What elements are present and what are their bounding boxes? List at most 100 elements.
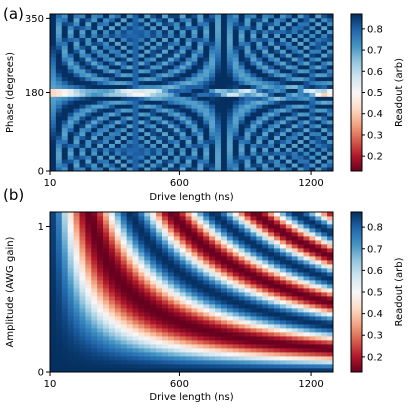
heatmap-cell: [279, 14, 287, 19]
heatmap-cell: [291, 288, 299, 293]
heatmap-cell: [309, 29, 316, 35]
heatmap-cell: [162, 296, 169, 301]
heatmap-cell: [262, 151, 269, 156]
heatmap-cell: [321, 147, 328, 152]
heatmap-cell: [108, 135, 116, 141]
heatmap-cell: [309, 232, 316, 237]
heatmap-cell: [67, 312, 74, 317]
heatmap-cell: [250, 280, 257, 285]
heatmap-cell: [285, 308, 293, 313]
heatmap-cell: [150, 25, 157, 31]
heatmap-cell: [126, 147, 133, 152]
heatmap-cell: [85, 127, 92, 133]
heatmap-cell: [262, 84, 269, 89]
heatmap-cell: [126, 368, 133, 373]
heatmap-cell: [85, 240, 92, 245]
heatmap-cell: [85, 25, 92, 31]
heatmap-cell: [91, 29, 98, 35]
heatmap-cell: [173, 236, 181, 241]
heatmap-cell: [61, 276, 69, 281]
heatmap-cell: [97, 96, 104, 101]
heatmap-cell: [173, 336, 181, 341]
heatmap-cell: [132, 61, 139, 66]
heatmap-cell: [103, 112, 110, 117]
heatmap-cell: [291, 276, 299, 281]
heatmap-cell: [191, 155, 198, 160]
heatmap-cell: [179, 312, 187, 317]
heatmap-cell: [103, 292, 110, 297]
heatmap-cell: [244, 143, 251, 148]
heatmap-cell: [126, 252, 133, 257]
heatmap-cell: [67, 300, 74, 305]
heatmap-cell: [114, 260, 122, 265]
heatmap-cell: [126, 14, 133, 19]
heatmap-cell: [215, 264, 222, 269]
heatmap-cell: [144, 116, 151, 121]
heatmap-cell: [256, 68, 263, 74]
heatmap-cell: [132, 232, 139, 237]
heatmap-cell: [167, 72, 175, 78]
heatmap-cell: [114, 368, 122, 373]
heatmap-cell: [238, 300, 245, 305]
panel-b-heatmap: [50, 212, 334, 373]
heatmap-cell: [50, 300, 57, 305]
heatmap-cell: [167, 131, 175, 137]
heatmap-cell: [150, 272, 157, 277]
heatmap-cell: [91, 256, 98, 261]
heatmap-cell: [167, 108, 175, 113]
heatmap-cell: [150, 53, 157, 58]
heatmap-cell: [256, 248, 263, 253]
colorbar-segment: [351, 98, 362, 101]
heatmap-cell: [126, 53, 133, 58]
heatmap-cell: [215, 155, 222, 160]
heatmap-cell: [120, 348, 128, 353]
heatmap-cell: [156, 332, 163, 337]
heatmap-cell: [150, 260, 157, 265]
heatmap-cell: [250, 112, 257, 117]
heatmap-cell: [156, 340, 163, 345]
heatmap-cell: [274, 308, 281, 313]
heatmap-cell: [61, 232, 69, 237]
heatmap-cell: [297, 256, 304, 261]
heatmap-cell: [191, 368, 198, 373]
heatmap-cell: [262, 147, 269, 152]
heatmap-cell: [167, 143, 175, 148]
heatmap-cell: [108, 57, 116, 62]
heatmap-cell: [262, 17, 269, 23]
heatmap-cell: [85, 155, 92, 160]
heatmap-cell: [144, 228, 151, 233]
heatmap-cell: [226, 41, 234, 46]
heatmap-cell: [50, 288, 57, 293]
heatmap-cell: [144, 236, 151, 241]
heatmap-cell: [321, 236, 328, 241]
heatmap-cell: [114, 127, 122, 133]
heatmap-cell: [120, 147, 128, 152]
heatmap-cell: [185, 252, 192, 257]
heatmap-cell: [61, 304, 69, 309]
colorbar-segment: [351, 224, 362, 227]
heatmap-cell: [138, 328, 145, 333]
heatmap-cell: [238, 80, 245, 86]
heatmap-cell: [179, 228, 187, 233]
heatmap-cell: [321, 348, 328, 353]
heatmap-cell: [274, 276, 281, 281]
heatmap-cell: [197, 21, 204, 27]
heatmap-cell: [244, 348, 251, 353]
heatmap-cell: [185, 61, 192, 66]
heatmap-cell: [91, 368, 98, 373]
heatmap-cell: [91, 151, 98, 156]
heatmap-cell: [50, 45, 57, 50]
heatmap-cell: [85, 232, 92, 237]
heatmap-cell: [120, 252, 128, 257]
heatmap-cell: [85, 216, 92, 221]
heatmap-cell: [203, 332, 210, 337]
heatmap-cell: [156, 356, 163, 361]
heatmap-cell: [85, 41, 92, 46]
heatmap-cell: [309, 151, 316, 156]
heatmap-cell: [79, 352, 86, 357]
heatmap-cell: [303, 127, 310, 133]
y-tick-label: 1: [38, 222, 44, 233]
heatmap-cell: [327, 84, 334, 89]
heatmap-cell: [61, 296, 69, 301]
heatmap-cell: [285, 159, 293, 164]
